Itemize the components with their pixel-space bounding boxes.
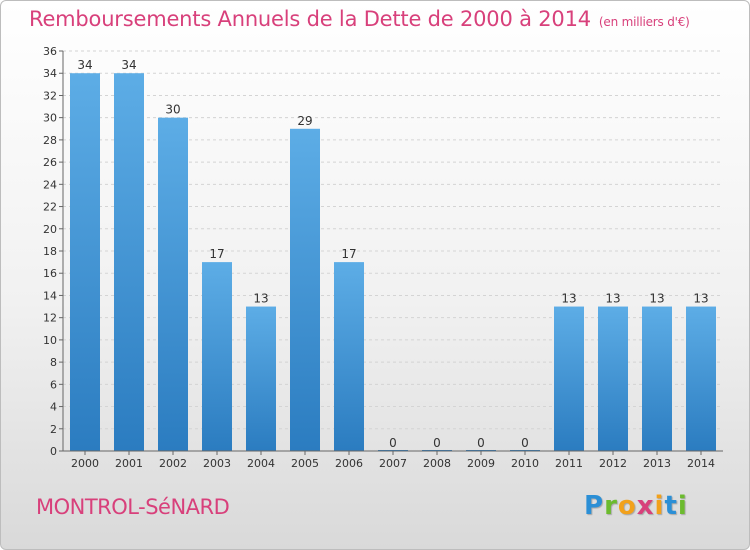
proxiti-logo[interactable]: Proxiti [584,491,688,521]
data-label: 13 [649,292,664,306]
y-tick-label: 4 [50,401,57,414]
bar [70,73,100,451]
y-tick-label: 2 [50,423,57,436]
y-tick-label: 30 [43,112,57,125]
bar [642,306,672,451]
y-tick-label: 10 [43,334,57,347]
y-tick-label: 0 [50,445,57,458]
x-tick-label: 2005 [291,457,319,470]
logo-letter: t [664,491,678,521]
data-label: 17 [341,247,356,261]
x-tick-label: 2012 [599,457,627,470]
y-tick-label: 20 [43,223,57,236]
x-tick-label: 2008 [423,457,451,470]
x-tick-label: 2014 [687,457,715,470]
bar [290,128,320,451]
x-tick-label: 2004 [247,457,275,470]
y-tick-label: 14 [43,289,57,302]
data-label: 29 [297,114,312,128]
y-tick-label: 6 [50,378,57,391]
data-label: 13 [561,292,576,306]
bars: 34 34 30 17 13 29 17 0 0 0 0 13 13 13 13 [70,58,716,452]
data-label: 0 [389,436,397,450]
data-label: 13 [693,292,708,306]
x-tick-label: 2010 [511,457,539,470]
logo-letter: r [604,491,618,521]
x-tick-label: 2013 [643,457,671,470]
logo-letter: i [654,491,665,521]
data-label: 0 [521,436,529,450]
logo-letter: o [617,491,637,521]
x-tick-label: 2003 [203,457,231,470]
y-tick-label: 8 [50,356,57,369]
data-label: 34 [77,58,92,72]
data-label: 0 [433,436,441,450]
x-tick-label: 2011 [555,457,583,470]
data-label: 17 [209,247,224,261]
bar [686,306,716,451]
y-tick-label: 12 [43,312,57,325]
chart-unit: (en milliers d'€) [598,15,690,29]
y-tick-label: 24 [43,178,57,191]
y-tick-label: 28 [43,134,57,147]
bar [334,262,364,451]
x-tick-label: 2002 [159,457,187,470]
x-tick-label: 2000 [71,457,99,470]
bar [554,306,584,451]
y-tick-label: 16 [43,267,57,280]
y-tick-label: 18 [43,245,57,258]
bar [246,306,276,451]
x-tick-label: 2006 [335,457,363,470]
chart-title-text: Remboursements Annuels de la Dette de 20… [29,7,591,31]
data-label: 13 [253,292,268,306]
data-label: 34 [121,58,136,72]
y-tick-label: 26 [43,156,57,169]
data-label: 0 [477,436,485,450]
data-label: 30 [165,103,180,117]
commune-name: MONTROL-SéNARD [36,495,230,519]
y-tick-label: 36 [43,45,57,58]
bar [158,117,188,452]
x-tick-label: 2007 [379,457,407,470]
logo-letter: P [584,491,605,521]
chart-title: Remboursements Annuels de la Dette de 20… [29,7,690,31]
x-tick-label: 2001 [115,457,143,470]
bar [114,73,144,451]
bar [202,262,232,451]
y-tick-label: 22 [43,201,57,214]
y-tick-label: 32 [43,89,57,102]
y-tick-label: 34 [43,67,57,80]
x-tick-label: 2009 [467,457,495,470]
data-label: 13 [605,292,620,306]
logo-letter: x [636,491,655,521]
logo-letter: i [677,491,688,521]
bar [598,306,628,451]
